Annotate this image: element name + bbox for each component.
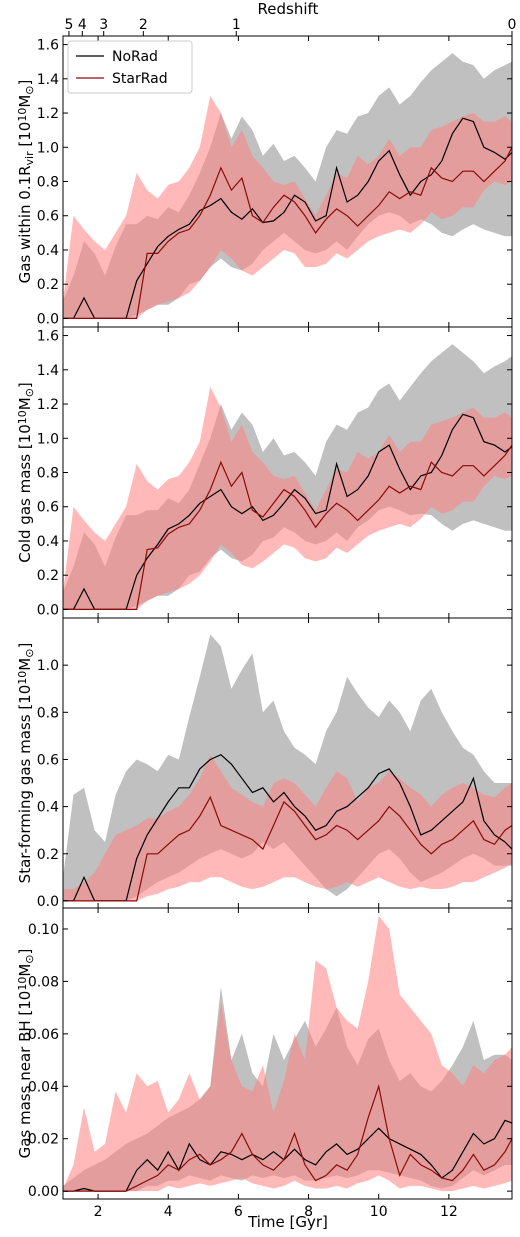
panel-1: 0.0 0.2 0.4 0.6 0.8 1.0 1.2 1.4 1.6 Gas within 0.… — [16, 17, 517, 328]
y-tick-label: 0.4 — [37, 534, 59, 550]
y-tick-label: 1.6 — [37, 329, 59, 345]
line-norad — [63, 117, 512, 319]
y-axis-label: Gas mass near BH [1010M⊙] — [16, 949, 36, 1159]
y-axis-label: Star-forming gas mass [1010M⊙] — [16, 643, 36, 884]
line-norad — [63, 1119, 512, 1192]
redshift-tick-label: 1 — [232, 17, 241, 33]
redshift-tick-label: 2 — [139, 17, 148, 33]
y-tick-label: 1.2 — [37, 397, 59, 413]
y-tick-label: 1.0 — [37, 431, 59, 447]
x-tick-label: 8 — [304, 1204, 313, 1220]
x-tick-label: 6 — [234, 1204, 243, 1220]
redshift-tick-label: 3 — [99, 17, 108, 33]
y-tick-label: 1.0 — [37, 658, 59, 674]
y-tick-label: 0.4 — [37, 800, 59, 816]
y-tick-label: 0.0 — [37, 894, 59, 910]
legend-frame — [67, 40, 193, 94]
y-tick-label: 0.08 — [28, 974, 59, 990]
y-tick-label: 0.8 — [37, 175, 59, 191]
band-starrad — [63, 754, 512, 901]
line-norad — [63, 413, 512, 611]
y-tick-label: 1.4 — [37, 363, 59, 379]
y-tick-label: 0.04 — [28, 1079, 59, 1095]
y-tick-label: 0.00 — [28, 1184, 59, 1200]
redshift-axis-label: Redshift — [258, 0, 319, 18]
y-tick-label: 0.6 — [37, 209, 59, 225]
plot-area — [63, 634, 512, 902]
plot-area — [63, 344, 512, 611]
x-tick-label: 12 — [440, 1204, 458, 1220]
y-tick-label: 0.0 — [37, 602, 59, 618]
y-tick-label: 1.0 — [37, 140, 59, 156]
redshift-tick-label: 5 — [65, 17, 74, 33]
y-tick-label: 0.2 — [37, 847, 59, 863]
redshift-tick-label: 0 — [508, 17, 517, 33]
plot-area — [63, 915, 512, 1192]
x-tick-label: 4 — [164, 1204, 173, 1220]
panel-2: 0.0 0.2 0.4 0.6 0.8 1.0 1.2 1.4 1.6 Cold gas mass… — [16, 326, 513, 619]
x-tick-label: 2 — [94, 1204, 103, 1220]
line-norad — [63, 753, 512, 902]
y-tick-label: 0.8 — [37, 466, 59, 482]
y-axis-label: Cold gas mass [1010M⊙] — [16, 382, 36, 563]
time-axis-label: Time [Gyr] — [247, 1213, 328, 1231]
band-starrad — [63, 915, 512, 1192]
y-tick-label: 0.6 — [37, 500, 59, 516]
y-tick-label: 1.4 — [37, 72, 59, 88]
x-tick-label: 10 — [370, 1204, 388, 1220]
y-tick-label: 0.10 — [28, 922, 59, 938]
y-tick-label: 0.06 — [28, 1027, 59, 1043]
y-tick-label: 0.2 — [37, 568, 59, 584]
y-tick-label: 0.8 — [37, 705, 59, 721]
panels: 0.0 0.2 0.4 0.6 0.8 1.0 1.2 1.4 1.6 Gas within 0.… — [16, 17, 516, 1220]
redshift-tick-label: 4 — [78, 17, 87, 33]
legend-label-starrad: StarRad — [112, 71, 168, 87]
y-tick-label: 0.0 — [37, 311, 59, 327]
line-starrad — [63, 444, 512, 611]
y-tick-label: 0.6 — [37, 752, 59, 768]
panel-frame — [62, 907, 513, 1200]
line-starrad — [63, 147, 512, 319]
line-starrad — [63, 1083, 512, 1192]
y-tick-label: 1.6 — [37, 38, 59, 54]
y-tick-label: 0.4 — [37, 243, 59, 259]
legend-label-norad: NoRad — [112, 49, 158, 65]
panel-4: 0.00 0.02 0.04 0.06 0.08 0.10 2 4 6 8 10 12 Gas mass… — [16, 907, 513, 1220]
legend: NoRad StarRad — [67, 40, 193, 94]
y-tick-label: 0.2 — [37, 277, 59, 293]
y-axis-label: Gas within 0.1Rvir [1010M⊙] — [16, 80, 36, 284]
y-tick-label: 0.02 — [28, 1132, 59, 1148]
plot-area — [63, 53, 512, 319]
line-starrad — [63, 795, 512, 902]
y-tick-label: 1.2 — [37, 106, 59, 122]
